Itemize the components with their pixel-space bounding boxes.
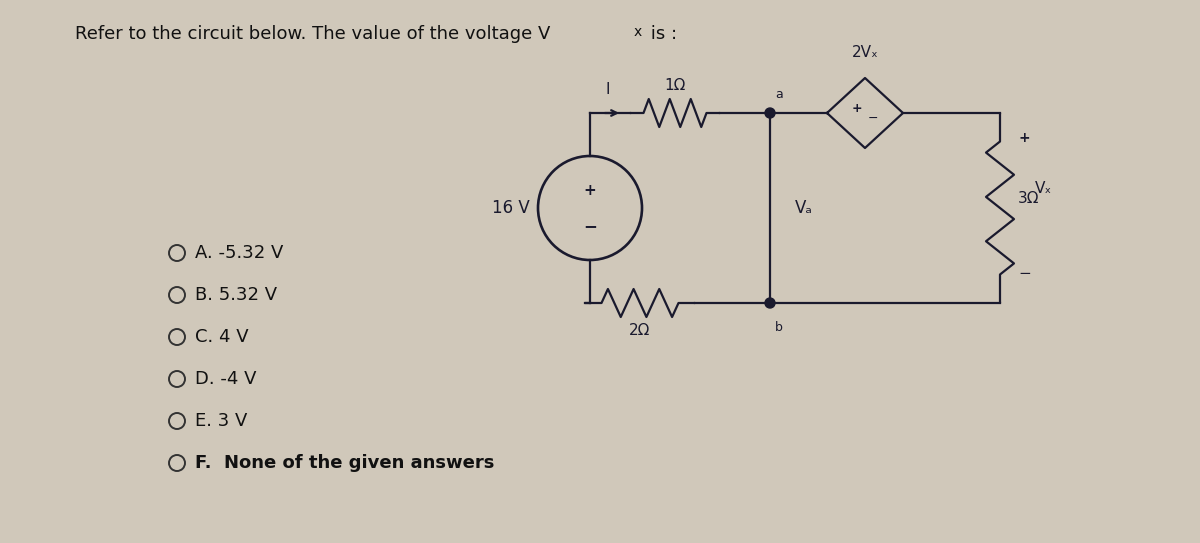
- Text: Vₓ: Vₓ: [1034, 180, 1052, 195]
- Text: a: a: [775, 88, 782, 101]
- Text: Vₐ: Vₐ: [796, 199, 812, 217]
- Text: 2Ω: 2Ω: [629, 323, 650, 338]
- Circle shape: [766, 298, 775, 308]
- Text: is :: is :: [646, 25, 677, 43]
- Text: E. 3 V: E. 3 V: [196, 412, 247, 430]
- Circle shape: [766, 108, 775, 118]
- Text: I: I: [606, 82, 611, 97]
- Text: Refer to the circuit below. The value of the voltage V: Refer to the circuit below. The value of…: [76, 25, 551, 43]
- Text: 2Vₓ: 2Vₓ: [852, 45, 878, 60]
- Text: +: +: [852, 102, 863, 115]
- Text: 1Ω: 1Ω: [665, 78, 685, 93]
- Text: 16 V: 16 V: [492, 199, 530, 217]
- Text: +: +: [583, 182, 596, 198]
- Text: D. -4 V: D. -4 V: [196, 370, 257, 388]
- Text: b: b: [775, 321, 782, 334]
- Text: −: −: [868, 111, 878, 124]
- Text: −: −: [583, 217, 596, 235]
- Text: x: x: [634, 25, 642, 39]
- Text: B. 5.32 V: B. 5.32 V: [196, 286, 277, 304]
- Text: 3Ω: 3Ω: [1018, 191, 1039, 205]
- Text: A. -5.32 V: A. -5.32 V: [196, 244, 283, 262]
- Text: C. 4 V: C. 4 V: [196, 328, 248, 346]
- Text: F.  None of the given answers: F. None of the given answers: [196, 454, 494, 472]
- Text: +: +: [1018, 131, 1030, 145]
- Text: −: −: [1018, 266, 1031, 281]
